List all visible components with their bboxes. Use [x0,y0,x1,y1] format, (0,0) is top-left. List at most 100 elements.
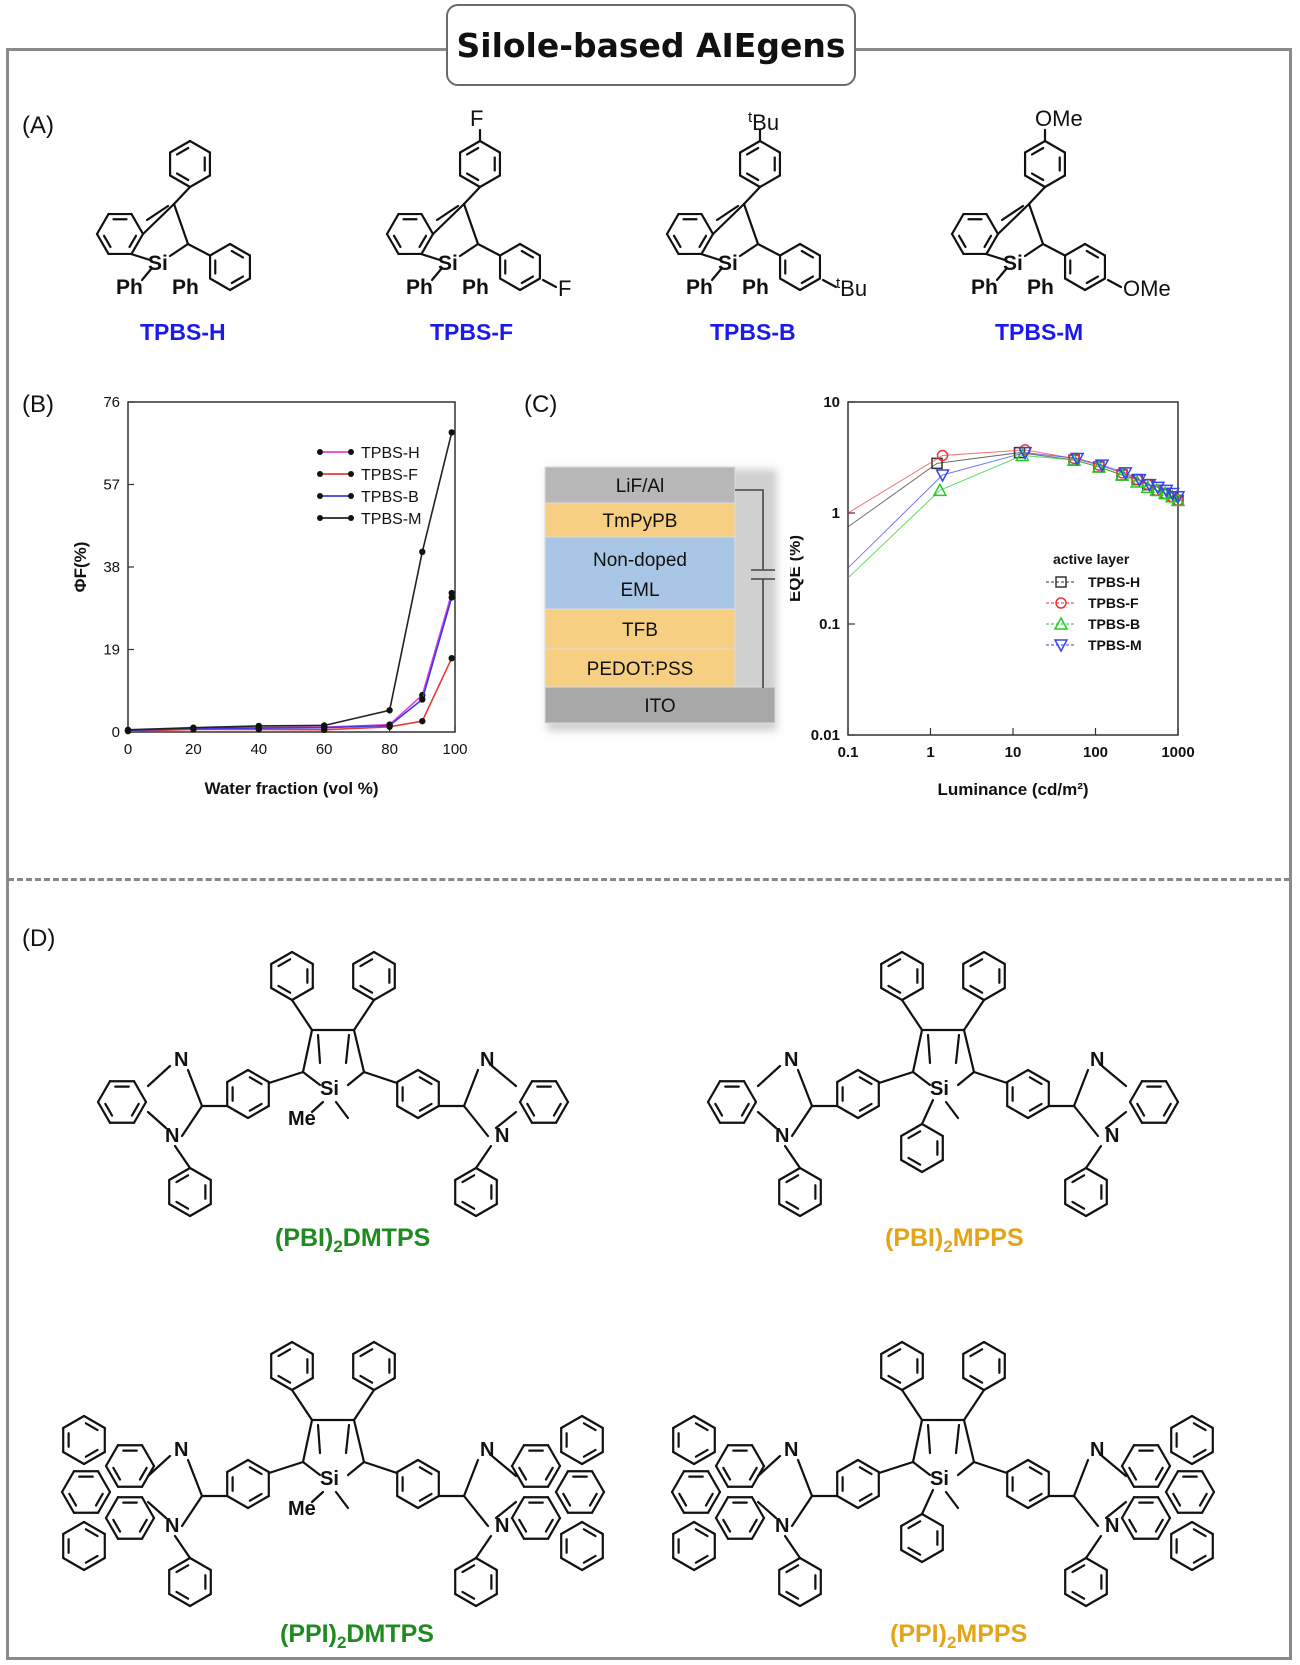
bond [1063,242,1087,257]
bond [1190,1450,1214,1466]
bond [1128,1080,1144,1104]
bond [1192,1528,1207,1538]
bond [246,1458,270,1474]
bond [954,1033,961,1065]
nitrogen-atom: N [495,1125,509,1147]
panel-label-c: (C) [524,391,558,418]
bond [1006,1458,1030,1474]
y-tick-label: 19 [103,642,120,659]
bond [1023,242,1045,258]
compound-name: (PBI)2MPPS [885,1224,1024,1256]
x-tick-label: 1 [926,744,934,761]
bond [798,277,822,292]
bond [962,1418,976,1464]
legend-label: TPBS-M [361,511,421,528]
bond [582,1528,597,1538]
bond [138,1518,148,1533]
bond [858,1102,873,1112]
bond [554,1490,570,1514]
bond [580,1556,604,1572]
bond [714,1464,730,1488]
legend-label: TPBS-M [1088,637,1142,653]
bond [290,1388,314,1422]
bond [396,1068,420,1084]
bond [95,232,110,256]
data-point [1055,576,1067,588]
bond [385,212,400,236]
bond [420,212,435,236]
bond [750,1444,766,1468]
silicon-atom: Si [718,252,738,275]
bond [880,1376,904,1392]
bond [1156,1444,1172,1468]
bond [1164,1490,1180,1514]
phenyl-label: Ph [971,276,998,299]
bond [96,1100,112,1124]
benzene-ring [518,1080,570,1124]
bond [956,1460,976,1477]
bond [1026,1458,1050,1474]
bond [226,1104,250,1120]
data-point [1094,459,1110,473]
data-point [419,717,426,725]
bond [704,1492,714,1507]
benzene-ring [778,242,822,292]
device-layer [544,536,736,610]
nitrogen-atom: N [775,1515,789,1537]
bond [1192,1422,1207,1432]
bond [856,1068,880,1084]
bond [474,1202,498,1218]
substituent-side: F [558,276,571,301]
bond [796,1068,814,1108]
bond [1028,1466,1043,1476]
bond [352,1340,376,1356]
y-tick-label: 0 [112,724,120,741]
series-line-tpbs-b [127,597,453,732]
nitrogen-atom: N [165,1515,179,1537]
bond [352,950,376,966]
bond [706,1490,722,1514]
bond [944,1100,960,1120]
x-tick-label: 60 [316,741,333,758]
bond [478,174,502,189]
layer-label: EML [620,580,659,601]
bond [745,146,760,156]
benzene-ring [168,139,212,189]
bond [226,1458,250,1474]
data-point [386,722,393,729]
bond [168,1202,192,1218]
bond [856,1458,880,1474]
bond [758,139,782,154]
bond [672,1556,696,1572]
bond [474,1166,498,1182]
bond [396,1104,420,1120]
data-point [1066,452,1082,466]
bond [1164,1080,1180,1104]
bond [694,1448,709,1458]
bond [907,1130,922,1140]
bond [175,1564,190,1574]
bond [1120,1444,1136,1468]
bond [454,1202,478,1218]
bond [962,1340,986,1356]
data-point [419,696,426,703]
bond [907,1156,922,1166]
bond [461,1564,476,1574]
benzene-ring [836,1068,880,1120]
bond [972,1070,1009,1085]
bond [670,1490,686,1514]
benzene-ring [1170,1414,1214,1466]
bond [208,242,232,257]
bond [498,277,522,292]
bond [778,1592,802,1608]
nitrogen-atom: N [1105,1125,1119,1147]
bond [785,1174,800,1184]
bond [694,1528,709,1538]
compound-name: TPBS-M [995,319,1083,345]
bond [900,1340,924,1356]
legend-marker [317,493,323,499]
